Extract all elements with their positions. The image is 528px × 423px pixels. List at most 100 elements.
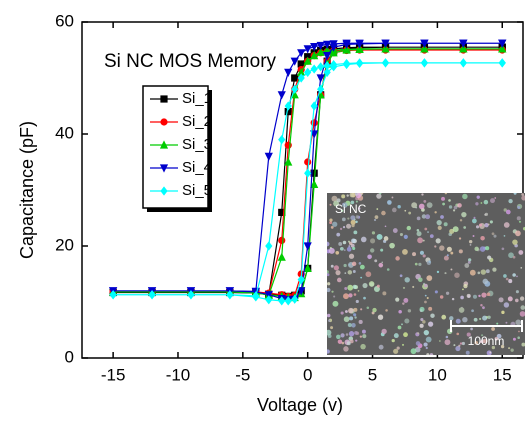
texture-dot <box>327 313 331 318</box>
texture-dot <box>464 263 470 268</box>
texture-dot <box>491 327 495 331</box>
texture-dot <box>493 234 497 238</box>
texture-dot <box>494 197 497 199</box>
texture-dot <box>379 193 382 195</box>
texture-dot <box>427 321 434 327</box>
marker <box>290 57 299 66</box>
texture-dot <box>450 268 453 271</box>
texture-dot <box>360 308 363 311</box>
x-tick-label: 10 <box>428 365 447 384</box>
texture-dot <box>487 315 491 319</box>
texture-dot <box>518 250 524 255</box>
texture-dot <box>503 222 510 228</box>
texture-dot <box>385 309 388 312</box>
marker <box>291 294 299 304</box>
texture-dot <box>453 205 458 210</box>
texture-dot <box>387 200 392 205</box>
texture-dot <box>451 297 455 301</box>
marker <box>264 152 273 161</box>
chart-title: Si NC MOS Memory <box>104 51 277 72</box>
texture-dot <box>397 204 401 209</box>
texture-dot <box>448 199 451 202</box>
texture-dot <box>355 299 359 304</box>
marker <box>498 58 506 68</box>
texture-dot <box>418 277 423 283</box>
texture-dot <box>343 263 347 268</box>
texture-dot <box>521 342 525 347</box>
texture-dot <box>485 269 490 274</box>
marker <box>297 67 306 76</box>
marker <box>310 101 318 111</box>
marker <box>459 58 467 68</box>
texture-dot <box>404 277 410 283</box>
texture-dot <box>466 293 471 298</box>
texture-dot <box>471 309 474 313</box>
marker <box>381 44 390 53</box>
texture-dot <box>425 346 428 350</box>
texture-dot <box>404 318 410 324</box>
texture-dot <box>327 282 331 286</box>
texture-dot <box>418 203 425 210</box>
texture-dot <box>378 262 384 268</box>
texture-dot <box>327 273 330 277</box>
legend-label: Si_3 <box>182 136 212 153</box>
texture-dot <box>419 306 425 312</box>
texture-dot <box>327 329 332 336</box>
texture-dot <box>349 316 354 321</box>
texture-dot <box>472 218 477 224</box>
marker <box>323 67 331 77</box>
texture-dot <box>393 348 399 354</box>
texture-dot <box>408 211 412 215</box>
texture-dot <box>494 336 499 341</box>
texture-dot <box>430 313 435 318</box>
texture-dot <box>481 292 487 298</box>
texture-dot <box>340 209 344 212</box>
texture-dot <box>469 269 476 276</box>
marker <box>303 242 312 251</box>
texture-dot <box>459 219 463 222</box>
texture-dot <box>367 254 372 260</box>
marker <box>355 44 364 54</box>
texture-dot <box>453 344 456 347</box>
texture-dot <box>520 266 523 269</box>
texture-dot <box>331 195 338 202</box>
marker <box>284 108 292 116</box>
texture-dot <box>403 297 409 303</box>
texture-dot <box>330 226 334 229</box>
texture-dot <box>374 259 378 263</box>
texture-dot <box>440 215 444 219</box>
texture-dot <box>503 208 507 212</box>
texture-dot <box>425 336 432 343</box>
x-tick-label: 0 <box>303 365 312 384</box>
legend-marker <box>159 164 169 173</box>
inset-image: Si NC 100nm <box>327 193 525 355</box>
texture-dot <box>363 296 366 300</box>
texture-dot <box>353 230 358 235</box>
texture-dot <box>366 306 370 310</box>
texture-dot <box>342 240 347 245</box>
marker <box>304 168 312 178</box>
texture-dot <box>358 319 363 325</box>
marker <box>310 43 319 52</box>
texture-dot <box>395 256 400 261</box>
marker <box>278 208 286 216</box>
texture-dot <box>399 233 404 237</box>
texture-dot <box>383 236 389 241</box>
texture-dot <box>360 236 367 243</box>
texture-dot <box>427 231 429 233</box>
texture-dot <box>439 245 445 251</box>
legend-marker <box>160 95 168 103</box>
texture-dot <box>434 290 438 294</box>
marker <box>265 241 273 251</box>
legend-marker <box>159 140 169 149</box>
marker <box>297 60 305 68</box>
texture-dot <box>341 194 346 199</box>
texture-dot <box>461 341 465 346</box>
texture-dot <box>422 320 426 324</box>
texture-dot <box>354 193 359 196</box>
texture-dot <box>332 221 338 227</box>
texture-dot <box>348 245 351 248</box>
texture-dot <box>354 316 357 319</box>
legend <box>142 85 209 209</box>
texture-dot <box>424 283 428 288</box>
